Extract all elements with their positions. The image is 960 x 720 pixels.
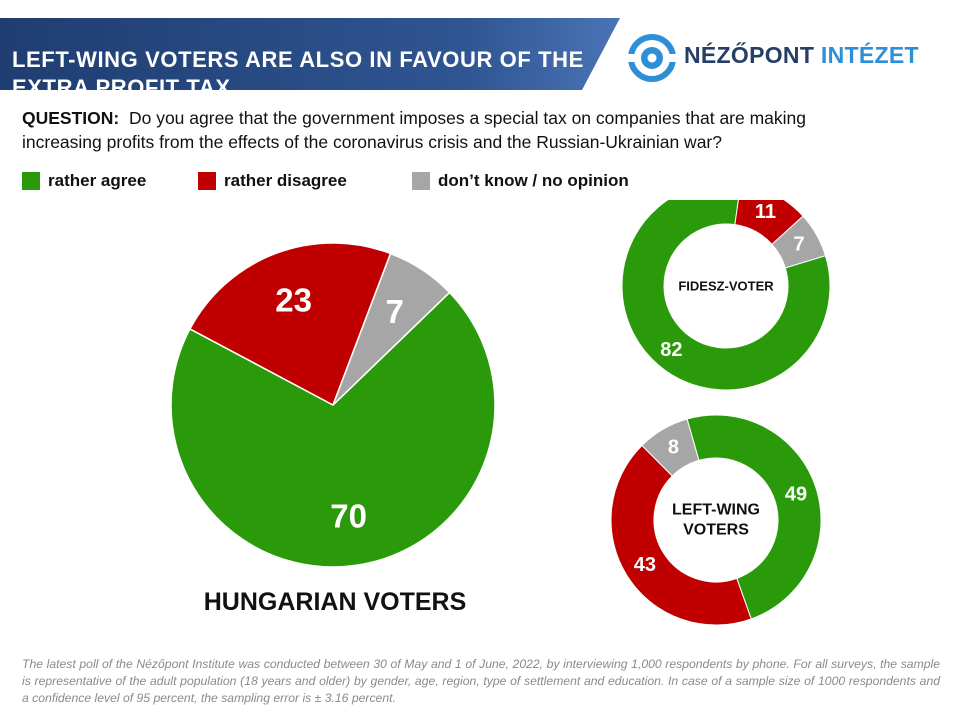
leftwing-slice-agree bbox=[686, 414, 822, 620]
leftwing-slice-disagree bbox=[610, 444, 752, 626]
fidesz-slice-no-opinion bbox=[771, 215, 827, 269]
logo-wordmark: NÉZŐPONT INTÉZET bbox=[684, 42, 919, 69]
leftwing-label-no-opinion: 8 bbox=[668, 437, 679, 459]
main-chart-title: HUNGARIAN VOTERS bbox=[203, 588, 467, 616]
title-banner: LEFT-WING VOTERS ARE ALSO IN FAVOUR OF T… bbox=[0, 18, 620, 100]
leftwing-slice-no-opinion bbox=[641, 418, 700, 477]
logo: NÉZŐPONT INTÉZET bbox=[628, 34, 928, 82]
fidesz-chart: 82 11 7 FIDESZ-VOTER bbox=[621, 200, 831, 391]
leftwing-label-agree: 49 bbox=[785, 483, 807, 505]
legend-swatch-disagree bbox=[198, 172, 216, 190]
title-banner-shape bbox=[0, 18, 620, 90]
page-title: LEFT-WING VOTERS ARE ALSO IN FAVOUR OF T… bbox=[12, 47, 584, 100]
fidesz-title: FIDESZ-VOTER bbox=[678, 279, 774, 294]
hungarian-slice-agree bbox=[170, 291, 496, 568]
hungarian-label-agree: 70 bbox=[330, 497, 367, 534]
leftwing-chart: 49 43 8 LEFT-WING VOTERS bbox=[610, 414, 822, 626]
fidesz-slice-agree bbox=[621, 200, 831, 391]
legend-label-disagree: rather disagree bbox=[224, 171, 347, 190]
legend-swatch-agree bbox=[22, 172, 40, 190]
fidesz-label-agree: 82 bbox=[660, 339, 682, 361]
legend-label-no-opinion: don’t know / no opinion bbox=[438, 171, 629, 190]
question-text: Do you agree that the government imposes… bbox=[22, 108, 807, 152]
logo-name-part2: INTÉZET bbox=[820, 42, 919, 68]
leftwing-title-line2: VOTERS bbox=[683, 522, 749, 539]
legend-label-agree: rather agree bbox=[48, 171, 147, 190]
hungarian-label-no-opinion: 7 bbox=[385, 293, 403, 330]
question-label: QUESTION: bbox=[22, 108, 120, 128]
hungarian-slice-no-opinion bbox=[332, 252, 451, 406]
hungarian-slice-disagree bbox=[188, 242, 392, 407]
leftwing-label-disagree: 43 bbox=[634, 554, 656, 576]
hungarian-chart: 70 23 7 bbox=[170, 242, 496, 568]
legend-swatch-no-opinion bbox=[412, 172, 430, 190]
hungarian-label-disagree: 23 bbox=[275, 282, 312, 319]
target-eye-icon bbox=[628, 34, 676, 82]
fidesz-label-disagree: 11 bbox=[755, 201, 776, 223]
footnote: The latest poll of the Nézőpont Institut… bbox=[22, 657, 940, 705]
charts-area: 70 23 7 82 11 7 FIDESZ-VOTER 49 43 8 LEFT-WING VOTE… bbox=[170, 200, 831, 626]
fidesz-label-no-opinion: 7 bbox=[793, 234, 804, 256]
logo-name-part1: NÉZŐPONT bbox=[684, 42, 815, 68]
leftwing-title-line1: LEFT-WING bbox=[672, 502, 760, 519]
question: QUESTION: Do you agree that the governme… bbox=[22, 106, 822, 154]
